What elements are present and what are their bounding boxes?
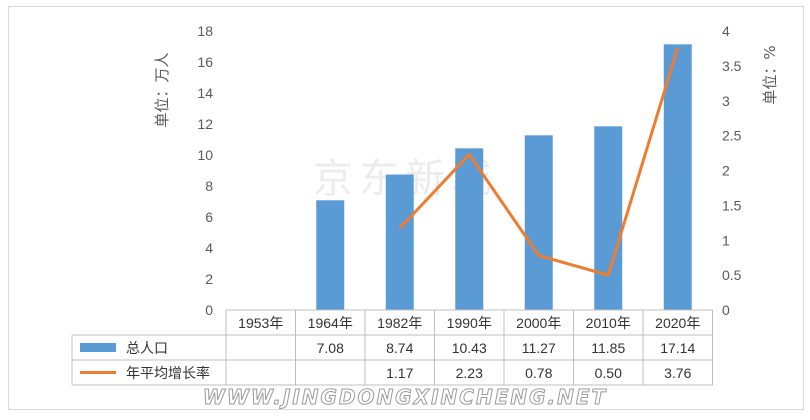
right-axis-tick-label: 4 (722, 23, 730, 39)
table-value-total-population: 8.74 (386, 340, 413, 356)
table-value-growth-rate: 3.76 (664, 365, 691, 381)
left-axis-tick-label: 4 (205, 240, 213, 256)
category-label: 2020年 (655, 315, 700, 331)
bottom-watermark: WWW.JINGDONGXINCHENG.NET (203, 385, 607, 409)
category-label: 1990年 (447, 315, 492, 331)
category-label: 2010年 (586, 315, 631, 331)
legend-label-growth-rate: 年平均增长率 (126, 365, 210, 381)
left-axis-tick-label: 6 (205, 209, 213, 225)
legend-label-total-population: 总人口 (126, 340, 168, 356)
category-label: 2000年 (516, 315, 561, 331)
table-value-total-population: 11.27 (522, 340, 556, 356)
left-axis-tick-label: 16 (197, 54, 213, 70)
bar-total-population (455, 148, 484, 310)
right-axis-tick-label: 0.5 (722, 267, 742, 283)
right-axis-label: 单位：% (761, 45, 779, 104)
bar-total-population (316, 200, 345, 310)
left-axis-tick-label: 18 (197, 23, 213, 39)
table-value-total-population: 11.85 (591, 340, 625, 356)
right-axis-tick-label: 3.5 (722, 58, 742, 74)
left-axis-tick-label: 8 (205, 178, 213, 194)
bar-total-population (524, 135, 553, 310)
category-label: 1953年 (238, 315, 283, 331)
line-growth-rate (398, 47, 680, 277)
right-axis-tick-label: 0 (722, 302, 730, 318)
left-axis-tick-label: 14 (197, 85, 213, 101)
left-axis-tick-label: 2 (205, 271, 213, 287)
right-axis-tick-label: 1.5 (722, 197, 742, 213)
category-label: 1982年 (377, 315, 422, 331)
bar-total-population (594, 126, 623, 310)
table-value-total-population: 10.43 (452, 340, 487, 356)
bar-total-population (385, 174, 414, 310)
category-label: 1964年 (308, 315, 353, 331)
bar-total-population (663, 44, 692, 311)
table-value-growth-rate: 0.50 (595, 365, 622, 381)
right-axis-tick-label: 2 (722, 163, 730, 179)
table-value-total-population: 7.08 (317, 340, 344, 356)
right-axis-tick-label: 1 (722, 232, 730, 248)
right-axis-tick-label: 3 (722, 93, 730, 109)
left-axis-tick-label: 0 (205, 302, 213, 318)
legend-key-total-population (80, 343, 116, 352)
table-value-growth-rate: 2.23 (456, 365, 483, 381)
right-axis-tick-label: 2.5 (722, 128, 742, 144)
left-axis-tick-label: 10 (197, 147, 213, 163)
table-value-growth-rate: 0.78 (525, 365, 552, 381)
left-axis-tick-label: 12 (197, 116, 213, 132)
table-value-growth-rate: 1.17 (386, 365, 413, 381)
table-value-total-population: 17.14 (660, 340, 695, 356)
left-axis-label: 单位：万人 (153, 52, 171, 127)
